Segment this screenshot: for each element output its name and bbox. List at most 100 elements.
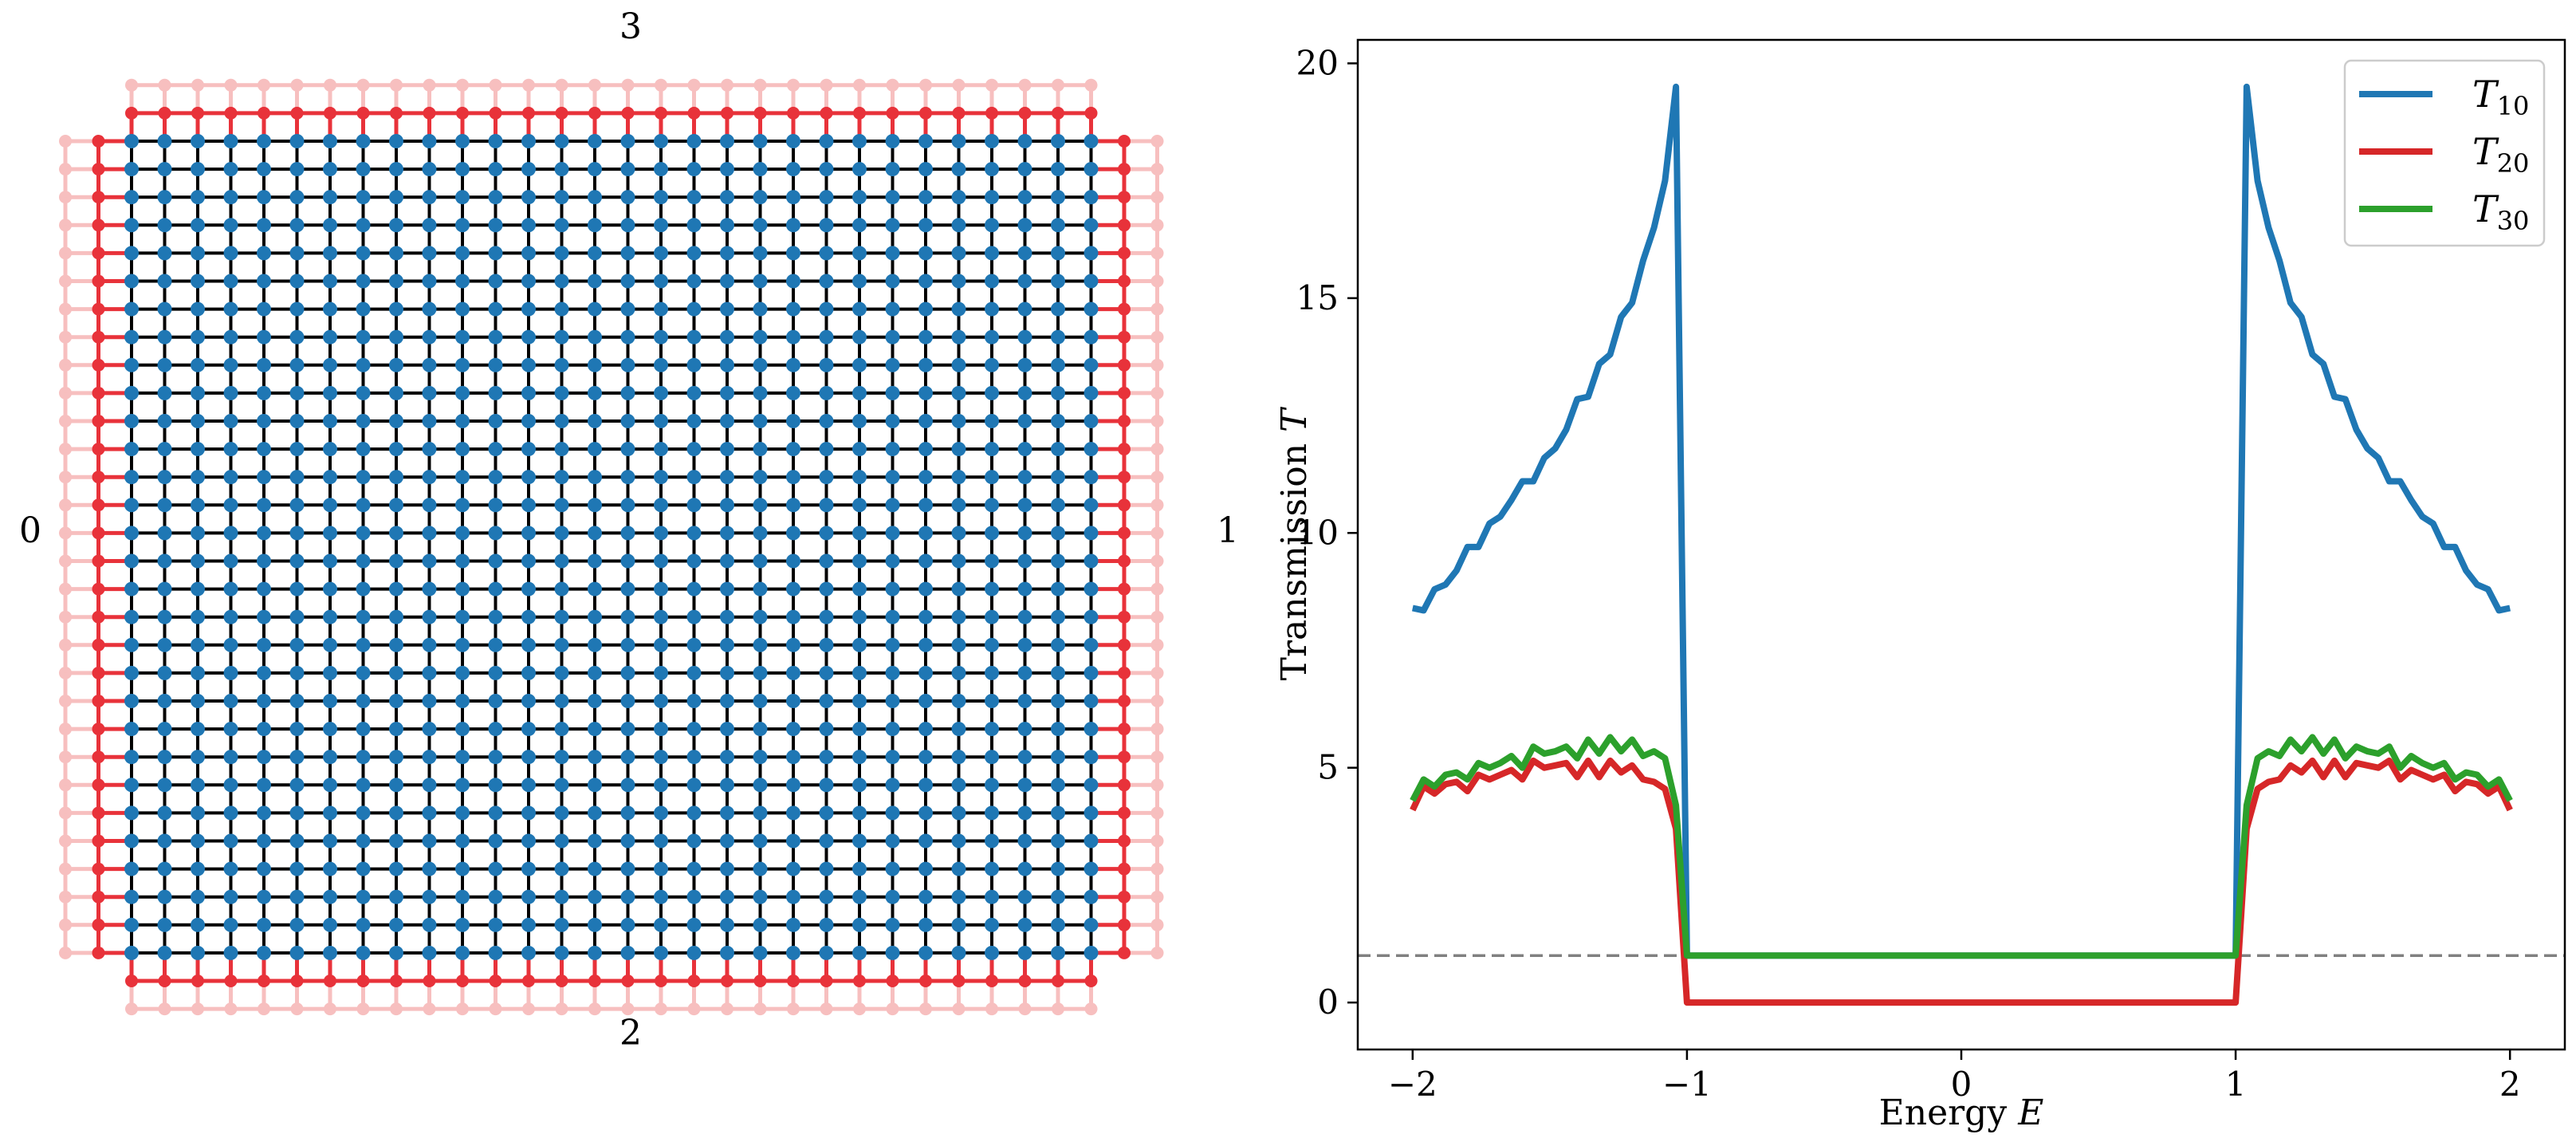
scattering-site	[124, 833, 139, 849]
scattering-site	[1051, 329, 1065, 345]
scattering-site	[985, 134, 999, 148]
scattering-site	[554, 694, 569, 708]
scattering-site	[554, 637, 569, 652]
scattering-site	[521, 470, 536, 485]
scattering-site	[389, 581, 403, 597]
scattering-site	[257, 385, 271, 400]
scattering-site	[819, 581, 834, 597]
scattering-site	[588, 945, 602, 960]
scattering-site	[686, 162, 702, 177]
scattering-site	[819, 637, 834, 652]
scattering-site	[918, 162, 933, 177]
scattering-site	[885, 778, 900, 793]
scattering-site	[257, 945, 271, 960]
scattering-site	[1083, 274, 1099, 289]
scattering-site	[885, 722, 900, 737]
x-tick-label: 2	[2499, 1065, 2521, 1104]
scattering-site	[720, 805, 734, 821]
scattering-site	[786, 833, 800, 849]
scattering-site	[985, 385, 999, 400]
interface-site	[621, 106, 635, 120]
scattering-site	[455, 218, 470, 233]
interface-site	[1118, 246, 1131, 260]
scattering-site	[620, 609, 635, 624]
scattering-site	[257, 750, 271, 765]
scattering-site	[521, 442, 536, 457]
scattering-site	[918, 414, 933, 428]
scattering-site	[720, 134, 734, 148]
scattering-site	[488, 833, 503, 849]
scattering-site	[654, 246, 668, 261]
scattering-site	[720, 526, 734, 541]
scattering-site	[819, 833, 834, 849]
scattering-site	[124, 750, 139, 765]
scattering-site	[686, 134, 702, 148]
scattering-site	[191, 162, 205, 177]
scattering-site	[885, 301, 900, 317]
scattering-site	[1051, 385, 1065, 400]
interface-site	[92, 415, 105, 427]
scattering-site	[554, 274, 569, 289]
interface-site	[489, 106, 502, 120]
scattering-site	[720, 357, 734, 372]
scattering-site	[686, 274, 702, 289]
scattering-site	[257, 889, 271, 904]
scattering-site	[157, 274, 172, 289]
scattering-site	[488, 778, 503, 793]
interface-site	[125, 106, 138, 120]
interface-site	[92, 135, 105, 148]
scattering-site	[786, 917, 800, 932]
scattering-site	[885, 442, 900, 457]
scattering-site	[257, 637, 271, 652]
scattering-site	[521, 609, 536, 624]
scattering-site	[588, 889, 602, 904]
scattering-site	[323, 917, 337, 932]
scattering-site	[356, 274, 371, 289]
scattering-site	[720, 498, 734, 513]
scattering-site	[389, 833, 403, 849]
interface-site	[985, 106, 998, 120]
scattering-site	[124, 414, 139, 428]
scattering-site	[852, 805, 867, 821]
interface-site	[1118, 806, 1131, 820]
scattering-site	[918, 190, 933, 205]
scattering-site	[1083, 190, 1099, 205]
scattering-site	[951, 134, 966, 148]
scattering-site	[951, 246, 966, 261]
scattering-site	[223, 750, 238, 765]
scattering-site	[521, 637, 536, 652]
scattering-site	[323, 750, 337, 765]
scattering-site	[951, 553, 966, 569]
interface-site	[92, 471, 105, 484]
scattering-site	[918, 301, 933, 317]
scattering-site	[588, 581, 602, 597]
scattering-site	[356, 778, 371, 793]
scattering-site	[588, 470, 602, 485]
scattering-site	[488, 134, 503, 148]
scattering-site	[1083, 889, 1099, 904]
scattering-site	[720, 218, 734, 233]
scattering-site	[885, 889, 900, 904]
scattering-site	[191, 134, 205, 148]
scattering-site	[852, 301, 867, 317]
interface-site	[1118, 862, 1131, 876]
scattering-site	[1051, 218, 1065, 233]
lead-label-top: 3	[619, 6, 642, 47]
interface-site	[588, 106, 601, 120]
scattering-site	[488, 722, 503, 737]
scattering-site	[124, 218, 139, 233]
scattering-site	[819, 470, 834, 485]
scattering-site	[356, 833, 371, 849]
scattering-site	[686, 301, 702, 317]
scattering-site	[223, 889, 238, 904]
interface-site	[92, 778, 105, 792]
scattering-site	[620, 470, 635, 485]
scattering-site	[620, 526, 635, 541]
scattering-site	[521, 526, 536, 541]
scattering-site	[488, 274, 503, 289]
scattering-site	[157, 218, 172, 233]
scattering-site	[588, 442, 602, 457]
scattering-site	[488, 750, 503, 765]
scattering-site	[885, 609, 900, 624]
scattering-site	[554, 329, 569, 345]
